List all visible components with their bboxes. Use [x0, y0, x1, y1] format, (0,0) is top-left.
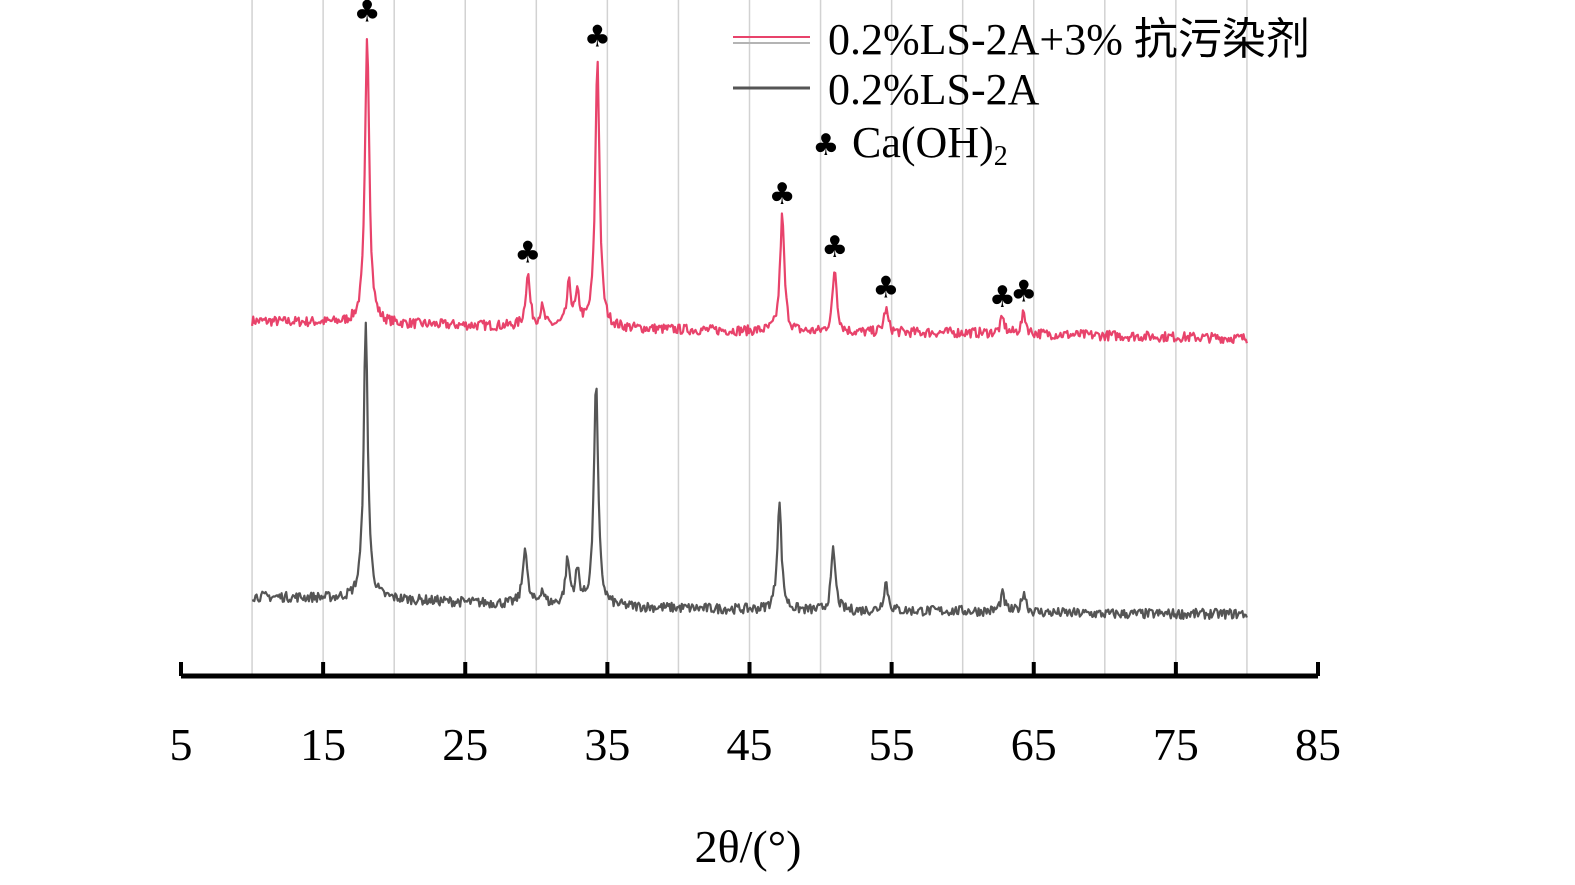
- caoh2-marker: ♣: [514, 235, 541, 270]
- legend-club-icon: ♣: [813, 128, 840, 163]
- x-tick-label: 15: [300, 719, 346, 770]
- caoh2-marker: ♣: [821, 230, 848, 265]
- caoh2-marker: ♣: [1010, 275, 1037, 310]
- caoh2-marker: ♣: [354, 0, 381, 29]
- series-line-1: [251, 321, 1248, 620]
- caoh2-marker: ♣: [872, 270, 899, 305]
- x-tick-label: 45: [727, 719, 773, 770]
- legend-label-anti-pollutant: 0.2%LS-2A+3% 抗污染剂: [828, 15, 1310, 64]
- x-tick-label: 55: [869, 719, 915, 770]
- marker-group: ♣♣♣♣♣♣ ♣♣: [354, 0, 1038, 315]
- legend-label-base: 0.2%LS-2A: [828, 65, 1040, 114]
- x-axis-label: 2θ/(°): [695, 821, 802, 872]
- legend-caoh2-main: Ca(OH): [852, 118, 994, 167]
- grid-lines: [251, 0, 1248, 676]
- x-tick-label: 5: [170, 719, 193, 770]
- x-tick-group: 5 15 25 35 45 55 65 75 85: [170, 662, 1341, 770]
- caoh2-marker: ♣: [989, 280, 1016, 315]
- x-tick-label: 75: [1153, 719, 1199, 770]
- legend-caoh2-sub: 2: [994, 141, 1008, 172]
- caoh2-marker: ♣: [584, 19, 611, 54]
- series-group: [251, 38, 1248, 620]
- x-tick-label: 85: [1295, 719, 1341, 770]
- legend: 0.2%LS-2A+3% 抗污染剂 0.2%LS-2A ♣ Ca(OH)2: [733, 15, 1310, 172]
- legend-label-caoh2: Ca(OH)2: [852, 118, 1008, 172]
- series-line-0: [251, 38, 1248, 344]
- x-tick-label: 25: [442, 719, 488, 770]
- x-tick-label: 65: [1011, 719, 1057, 770]
- x-tick-label: 35: [584, 719, 630, 770]
- caoh2-marker: ♣: [769, 177, 796, 212]
